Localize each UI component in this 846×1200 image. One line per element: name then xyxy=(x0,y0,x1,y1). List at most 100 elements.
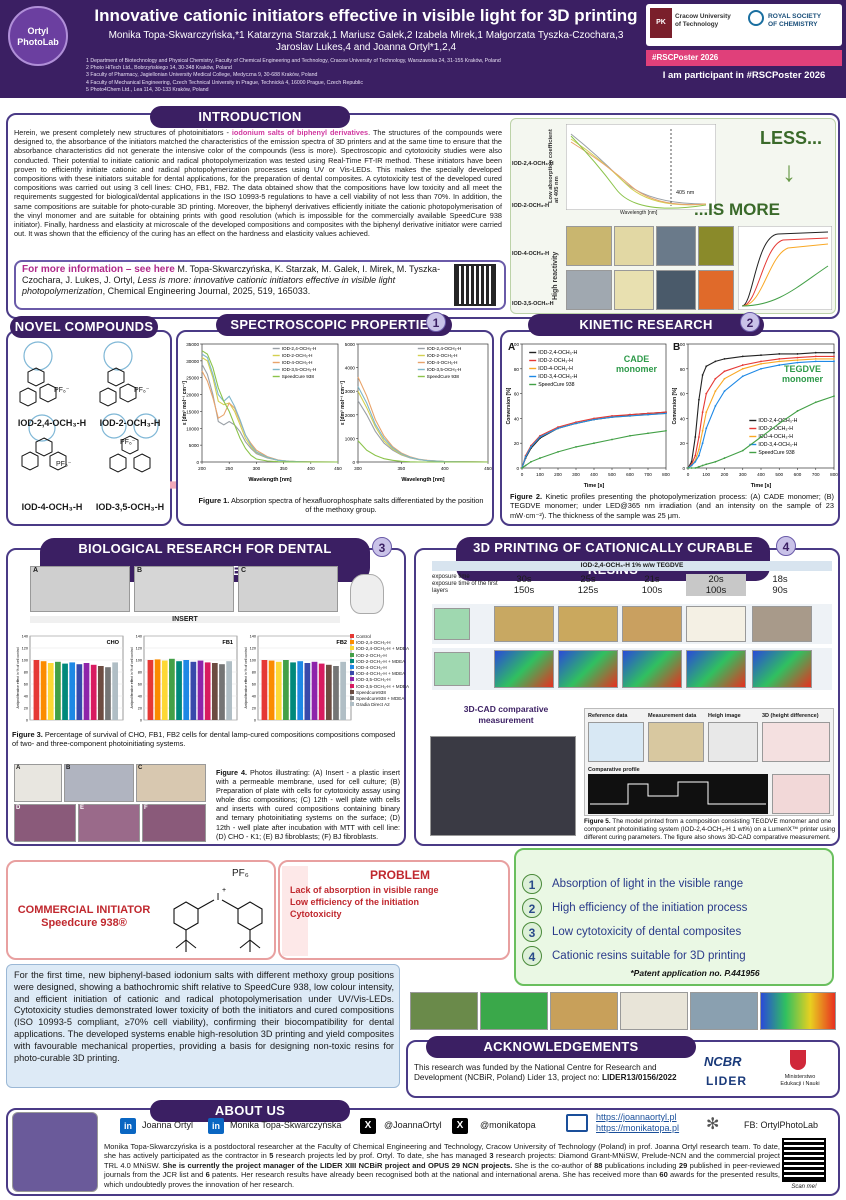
bio-legend-swatch xyxy=(350,634,354,638)
x-tick-label: 700 xyxy=(644,472,652,477)
kinetic-chart-tegdve: 0 20 40 60 80 100 0 100 200 300 400 500 600 700 800 Tim… xyxy=(672,342,838,489)
data-point xyxy=(714,405,717,407)
cade-label-1: CADE xyxy=(623,354,650,364)
data-point xyxy=(705,411,708,414)
data-point xyxy=(593,442,595,445)
print-column-header: 30s 150s xyxy=(494,574,554,596)
y-tick-label: 100 xyxy=(677,342,685,347)
speedcure-pf6: PF₆ xyxy=(232,868,249,879)
facebook-link[interactable]: FB: OrtylPhotoLab xyxy=(744,1120,819,1130)
legend-entry: SpeedCure 938 xyxy=(282,374,315,379)
affiliation-4: 4 Faculty of Mechanical Engineering, Cze… xyxy=(86,79,363,86)
chart-title: FB2 xyxy=(336,640,347,646)
y-tick-label: 120 xyxy=(22,647,28,651)
y-tick-label: 20 xyxy=(680,441,686,446)
y-tick-label: 100 xyxy=(250,659,256,663)
conclusion-text: Absorption of light in the visible range xyxy=(552,878,744,890)
x-tick-label: 800 xyxy=(830,472,838,477)
bar xyxy=(112,662,118,720)
bar xyxy=(304,663,311,720)
intro-cmp-a: IOD-2,4-OCH₃-H xyxy=(512,161,554,167)
pf6-1: PF₆⁻ xyxy=(54,387,70,394)
data-point xyxy=(575,421,577,424)
chart-title: FB1 xyxy=(222,640,233,646)
bio-n5: 6 xyxy=(205,1170,210,1180)
data-point xyxy=(611,416,613,419)
conclusion-item: 1 Absorption of light in the visible rang… xyxy=(522,874,828,894)
strip-photo-1 xyxy=(410,992,478,1030)
affiliation-5: 5 Photo4Chem Ltd., Lea 114, 30-133 Krakó… xyxy=(86,86,209,93)
less-label: LESS... xyxy=(760,128,823,148)
microscope-machine-photo xyxy=(430,736,576,836)
y-tick-label: 15000 xyxy=(186,409,199,414)
data-point xyxy=(698,465,700,468)
data-point xyxy=(760,362,762,365)
data-point xyxy=(796,356,799,359)
bar xyxy=(147,660,154,720)
data-point xyxy=(723,377,726,380)
series-line xyxy=(687,360,834,469)
compound-3-label: IOD-4-OCH₃-H xyxy=(21,502,83,512)
y-axis-label: Conversion [%] xyxy=(672,387,678,424)
spectro-caption-text: Absorption spectra of hexafluorophosphat… xyxy=(229,496,484,515)
linkedin-1-icon: in xyxy=(120,1118,136,1134)
commercial-box xyxy=(6,860,276,960)
bio-2: research projects led by prof. Ortyl. To… xyxy=(273,1151,490,1161)
linkedin-1-link[interactable]: Joanna Ortyl xyxy=(142,1120,194,1130)
qr-code-icon[interactable] xyxy=(454,264,496,306)
sample-photo-8 xyxy=(698,270,734,310)
about-qr-icon[interactable] xyxy=(782,1138,826,1182)
x-tick-label: 0 xyxy=(687,472,690,477)
bar xyxy=(311,661,318,720)
svg-text:I: I xyxy=(217,892,220,903)
print-sample-5 xyxy=(752,606,812,642)
data-point xyxy=(665,411,667,414)
more-info-lead[interactable]: For more information – see here xyxy=(22,264,175,275)
novel-box xyxy=(6,330,172,526)
bio-legend-item: IOD-2,4-OCH₃-H xyxy=(350,640,406,646)
cad-label: 3D-CAD comparative measurement xyxy=(436,704,576,726)
x-1-link[interactable]: @JoannaOrtyl xyxy=(384,1120,442,1130)
data-point xyxy=(714,390,717,393)
bar xyxy=(261,660,268,720)
y-tick-label: 35000 xyxy=(186,342,199,347)
row-label-1: exposure time xyxy=(432,574,470,580)
data-point xyxy=(687,467,689,469)
kinetic-caption-text: Kinetic profiles presenting the photopol… xyxy=(510,492,834,520)
spectro-caption: Figure 1. Absorption spectra of hexafluo… xyxy=(196,496,486,515)
strip-photo-2 xyxy=(480,992,548,1030)
pf6-2: PF₆⁻ xyxy=(134,387,150,394)
intro-text-1: Herein, we present completely new struct… xyxy=(14,128,232,137)
website-2-link[interactable]: https://monikatopa.pl xyxy=(596,1123,680,1133)
y-tick-label: 40 xyxy=(680,416,686,421)
bar xyxy=(76,664,83,720)
tegdve-label: TEGDVE monomer xyxy=(782,364,823,384)
bio-bold: She is currently the project manager of … xyxy=(162,1160,513,1170)
photo-a xyxy=(14,764,62,802)
bio-legend-text: IOD-4-OCH₃-H xyxy=(356,665,387,671)
website-1-link[interactable]: https://joannaortyl.pl xyxy=(596,1112,677,1122)
photo-b xyxy=(64,764,134,802)
data-point xyxy=(705,365,708,368)
ack-text: This research was funded by the National… xyxy=(414,1063,694,1083)
intro-highlight: iodonium salts of biphenyl derivatives xyxy=(231,128,369,137)
legend-entry: IOD-2-OCH₃-H xyxy=(538,358,573,364)
sample-photo-3 xyxy=(656,226,696,266)
data-point xyxy=(833,351,835,354)
bio-legend-swatch xyxy=(350,689,354,694)
print-sample-1 xyxy=(494,606,554,642)
conclusion-item: 3 Low cytotoxicity of dental composites xyxy=(522,922,828,942)
linkedin-2-link[interactable]: Monika Topa-Skwarczyńska xyxy=(230,1120,342,1130)
data-point xyxy=(714,377,717,380)
strip-photo-4 xyxy=(620,992,688,1030)
bio-num-badge: 3 xyxy=(372,537,392,557)
y-tick-label: 0 xyxy=(196,460,199,465)
y-axis-label: Antiproliferative effect in % of cell co… xyxy=(130,647,134,708)
cut-name: Cracow University of Technology xyxy=(675,13,731,29)
bio-legend-text: IOD-2,4-OCH₃-H xyxy=(356,640,391,646)
heightmap-4 xyxy=(686,650,746,688)
data-point xyxy=(629,434,631,437)
bio-legend-text: IOD-2-OCH₃-H + MDEA xyxy=(356,658,406,664)
x-2-link[interactable]: @monikatopa xyxy=(480,1120,536,1130)
commercial-title: COMMERCIAL INITIATOR Speedcure 938® xyxy=(14,904,154,930)
